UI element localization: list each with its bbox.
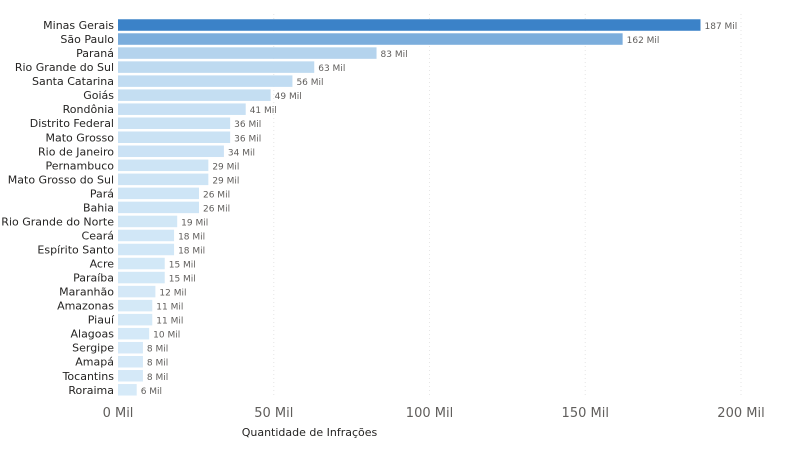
x-tick-label: 100 Mil xyxy=(406,406,453,421)
bar[interactable] xyxy=(118,187,199,200)
category-label: Roraima xyxy=(68,384,114,397)
data-label: 12 Mil xyxy=(159,289,186,299)
data-label: 63 Mil xyxy=(318,64,345,74)
category-label: Tocantins xyxy=(62,370,115,383)
category-label: Distrito Federal xyxy=(30,117,114,130)
data-label: 162 Mil xyxy=(627,36,660,46)
data-label: 83 Mil xyxy=(381,50,408,60)
category-label: Amapá xyxy=(75,356,114,369)
bar[interactable] xyxy=(118,215,178,228)
bar[interactable] xyxy=(118,103,246,115)
data-label: 36 Mil xyxy=(234,134,261,144)
data-label: 187 Mil xyxy=(705,22,738,32)
bar-layer xyxy=(118,19,701,396)
data-label: 56 Mil xyxy=(296,78,323,88)
bar[interactable] xyxy=(118,117,231,129)
data-label: 15 Mil xyxy=(169,275,196,285)
category-label: Alagoas xyxy=(70,328,114,341)
bar[interactable] xyxy=(118,61,315,73)
data-label: 41 Mil xyxy=(250,106,277,116)
x-tick-label: 50 Mil xyxy=(254,406,293,421)
category-label: Espírito Santo xyxy=(37,243,114,256)
category-label: Maranhão xyxy=(59,286,114,299)
x-tick-label: 0 Mil xyxy=(103,406,134,421)
bar[interactable] xyxy=(118,384,137,396)
category-label: Piauí xyxy=(88,314,115,327)
category-label: Pernambuco xyxy=(46,159,115,172)
data-label: 29 Mil xyxy=(212,176,239,186)
data-labels: 187 Mil 162 Mil 83 Mil 63 Mil 56 Mil 49 Mil 41… xyxy=(141,22,738,397)
data-label: 36 Mil xyxy=(234,120,261,130)
x-axis-ticks: 0 Mil 50 Mil 100 Mil 150 Mil 200 Mil xyxy=(103,406,765,421)
category-label: Paraíba xyxy=(73,272,114,285)
category-label: Amazonas xyxy=(57,300,114,313)
bar[interactable] xyxy=(118,89,271,101)
data-label: 6 Mil xyxy=(141,387,162,397)
bar[interactable] xyxy=(118,229,175,242)
category-label: Santa Catarina xyxy=(32,75,114,88)
bar[interactable] xyxy=(118,173,209,186)
x-axis-title: Quantidade de Infrações xyxy=(242,426,378,439)
data-label: 26 Mil xyxy=(203,190,230,200)
category-label: Minas Gerais xyxy=(43,19,114,32)
data-label: 11 Mil xyxy=(156,303,183,313)
data-label: 26 Mil xyxy=(203,204,230,214)
bar[interactable] xyxy=(118,271,165,284)
category-label: Mato Grosso xyxy=(46,131,115,144)
bar[interactable] xyxy=(118,257,165,270)
data-label: 18 Mil xyxy=(178,246,205,256)
category-label: Rio de Janeiro xyxy=(38,145,114,158)
bar[interactable] xyxy=(118,159,209,172)
bar[interactable] xyxy=(118,355,143,368)
category-label: Mato Grosso do Sul xyxy=(8,173,114,186)
category-label: Acre xyxy=(90,258,115,271)
category-label: Ceará xyxy=(82,229,114,242)
bar[interactable] xyxy=(118,285,156,298)
bar[interactable] xyxy=(118,370,143,382)
x-tick-label: 150 Mil xyxy=(562,406,609,421)
category-label: Pará xyxy=(90,187,114,200)
data-label: 11 Mil xyxy=(156,317,183,327)
category-label: Paraná xyxy=(76,47,114,60)
category-label: Rondônia xyxy=(63,103,114,116)
category-label: Bahia xyxy=(83,201,114,214)
bar[interactable] xyxy=(118,327,150,340)
category-label: Rio Grande do Norte xyxy=(1,215,114,228)
bar[interactable] xyxy=(118,299,153,312)
bar[interactable] xyxy=(118,75,293,87)
category-label: Goiás xyxy=(83,89,114,102)
data-label: 10 Mil xyxy=(153,331,180,341)
bar[interactable] xyxy=(118,19,701,31)
data-label: 8 Mil xyxy=(147,373,168,383)
bar[interactable] xyxy=(118,47,377,59)
bar[interactable] xyxy=(118,243,175,256)
data-label: 18 Mil xyxy=(178,232,205,242)
category-label: Sergipe xyxy=(72,342,114,355)
data-label: 29 Mil xyxy=(212,162,239,172)
data-label: 49 Mil xyxy=(275,92,302,102)
x-tick-label: 200 Mil xyxy=(717,406,764,421)
data-label: 34 Mil xyxy=(228,148,255,158)
bar[interactable] xyxy=(118,313,153,326)
data-label: 15 Mil xyxy=(169,261,196,271)
data-label: 8 Mil xyxy=(147,359,168,369)
data-label: 19 Mil xyxy=(181,218,208,228)
category-label: São Paulo xyxy=(60,33,114,46)
bar[interactable] xyxy=(118,201,199,214)
bar[interactable] xyxy=(118,341,143,354)
data-label: 8 Mil xyxy=(147,345,168,355)
bar[interactable] xyxy=(118,131,231,144)
bar[interactable] xyxy=(118,33,623,45)
bar[interactable] xyxy=(118,145,224,158)
category-label: Rio Grande do Sul xyxy=(15,61,114,74)
